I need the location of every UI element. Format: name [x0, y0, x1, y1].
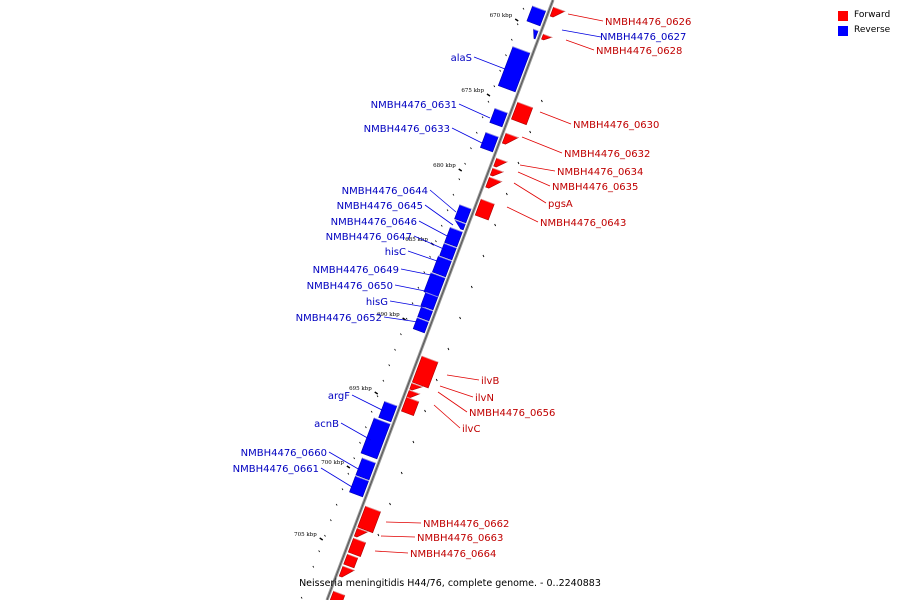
- gene-label-alas[interactable]: alaS: [451, 53, 472, 64]
- leader-line: [394, 284, 431, 293]
- leader-line: [320, 467, 353, 488]
- major-tick-label: 705 kbp: [294, 532, 317, 538]
- gene-label-nmbh4476-0656[interactable]: NMBH4476_0656: [469, 408, 555, 419]
- leader-line: [340, 422, 372, 441]
- leader-line: [424, 204, 454, 226]
- major-tick: [402, 317, 406, 321]
- major-tick: [346, 465, 351, 469]
- leader-line: [506, 206, 539, 223]
- major-tick: [514, 18, 519, 22]
- leader-line: [418, 220, 450, 238]
- leader-line: [567, 13, 604, 22]
- major-ticks: 670 kbp 675 kbp 680 kbp 685 kbp 690 kbp 695 k…: [294, 13, 519, 541]
- gene-blocks: [329, 5, 566, 600]
- leader-line: [328, 451, 361, 471]
- legend: Forward Reverse: [838, 8, 890, 38]
- leader-line: [539, 111, 572, 125]
- gene-label-nmbh4476-0643[interactable]: NMBH4476_0643: [540, 218, 626, 229]
- reverse-swatch: [838, 25, 848, 36]
- major-tick-label: 685 kbp: [405, 237, 428, 243]
- gene-label-nmbh4476-0662[interactable]: NMBH4476_0662: [423, 519, 509, 530]
- genome-caption: Neisseria meningitidis H44/76, complete …: [299, 578, 601, 589]
- gene-label-nmbh4476-0634[interactable]: NMBH4476_0634: [557, 167, 643, 178]
- gene-label-nmbh4476-0631[interactable]: NMBH4476_0631: [371, 100, 457, 111]
- leader-line: [561, 29, 602, 38]
- gene-label-ilvc[interactable]: ilvC: [462, 424, 480, 435]
- gene-label-nmbh4476-0644[interactable]: NMBH4476_0644: [342, 186, 428, 197]
- major-tick-label: 690 kbp: [377, 312, 400, 318]
- legend-forward: Forward: [838, 8, 890, 23]
- major-tick-label: 675 kbp: [461, 88, 484, 94]
- gene-label-argf[interactable]: argF: [328, 391, 350, 402]
- gene-label-pgsa[interactable]: pgsA: [548, 199, 573, 210]
- gene-block[interactable]: [347, 537, 367, 557]
- gene-label-nmbh4476-0660[interactable]: NMBH4476_0660: [241, 448, 327, 459]
- gene-label-nmbh4476-0661[interactable]: NMBH4476_0661: [233, 464, 319, 475]
- gene-block[interactable]: [343, 553, 359, 569]
- major-tick: [458, 168, 463, 172]
- legend-forward-label: Forward: [854, 10, 891, 20]
- gene-block[interactable]: [497, 46, 531, 93]
- leader-line: [407, 250, 441, 263]
- major-tick: [374, 391, 379, 395]
- gene-label-nmbh4476-0627[interactable]: NMBH4476_0627: [600, 32, 686, 43]
- gene-label-ilvb[interactable]: ilvB: [481, 376, 499, 387]
- gene-label-acnb[interactable]: acnB: [314, 419, 339, 430]
- legend-reverse: Reverse: [838, 23, 890, 38]
- leader-line: [383, 316, 419, 323]
- gene-label-nmbh4476-0635[interactable]: NMBH4476_0635: [552, 182, 638, 193]
- gene-block[interactable]: [401, 396, 420, 416]
- leader-line: [517, 171, 551, 187]
- gene-block[interactable]: [360, 417, 391, 460]
- gene-label-nmbh4476-0647[interactable]: NMBH4476_0647: [326, 232, 412, 243]
- leader-line: [380, 535, 416, 538]
- major-tick: [319, 537, 324, 541]
- gene-label-nmbh4476-0650[interactable]: NMBH4476_0650: [307, 281, 393, 292]
- leader-line: [437, 391, 468, 413]
- gene-label-nmbh4476-0649[interactable]: NMBH4476_0649: [313, 265, 399, 276]
- leader-line: [429, 189, 457, 213]
- gene-label-nmbh4476-0628[interactable]: NMBH4476_0628: [596, 46, 682, 57]
- leader-line: [521, 136, 563, 154]
- leader-line: [439, 385, 474, 398]
- leader-lines: [320, 13, 604, 554]
- leader-line: [513, 182, 547, 204]
- leader-line: [473, 56, 506, 70]
- leader-line: [389, 300, 426, 308]
- gene-label-hisg[interactable]: hisG: [366, 297, 388, 308]
- leader-line: [413, 235, 447, 251]
- major-tick-label: 680 kbp: [433, 163, 456, 169]
- leader-line: [565, 39, 595, 51]
- gene-label-ilvn[interactable]: ilvN: [475, 393, 494, 404]
- gene-label-nmbh4476-0663[interactable]: NMBH4476_0663: [417, 533, 503, 544]
- gene-label-hisc[interactable]: hisC: [385, 247, 406, 258]
- leader-line: [385, 521, 422, 524]
- major-tick-label: 695 kbp: [349, 386, 372, 392]
- minor-ticks: [300, 7, 543, 599]
- gene-label-nmbh4476-0664[interactable]: NMBH4476_0664: [410, 549, 496, 560]
- gene-label-nmbh4476-0626[interactable]: NMBH4476_0626: [605, 17, 691, 28]
- leader-line: [458, 103, 491, 119]
- gene-label-nmbh4476-0633[interactable]: NMBH4476_0633: [364, 124, 450, 135]
- leader-line: [433, 404, 461, 429]
- major-tick: [486, 93, 491, 97]
- gene-label-nmbh4476-0646[interactable]: NMBH4476_0646: [331, 217, 417, 228]
- legend-reverse-label: Reverse: [854, 25, 891, 35]
- gene-label-nmbh4476-0630[interactable]: NMBH4476_0630: [573, 120, 659, 131]
- major-tick-label: 700 kbp: [321, 460, 344, 466]
- gene-label-nmbh4476-0652[interactable]: NMBH4476_0652: [296, 313, 382, 324]
- leader-line: [351, 394, 385, 412]
- gene-label-nmbh4476-0632[interactable]: NMBH4476_0632: [564, 149, 650, 160]
- gene-label-nmbh4476-0645[interactable]: NMBH4476_0645: [337, 201, 423, 212]
- leader-line: [374, 550, 409, 554]
- leader-line: [446, 374, 480, 381]
- leader-line: [451, 127, 485, 145]
- leader-line: [400, 268, 437, 277]
- forward-swatch: [838, 10, 848, 21]
- major-tick-label: 670 kbp: [490, 13, 513, 19]
- leader-line: [519, 164, 556, 172]
